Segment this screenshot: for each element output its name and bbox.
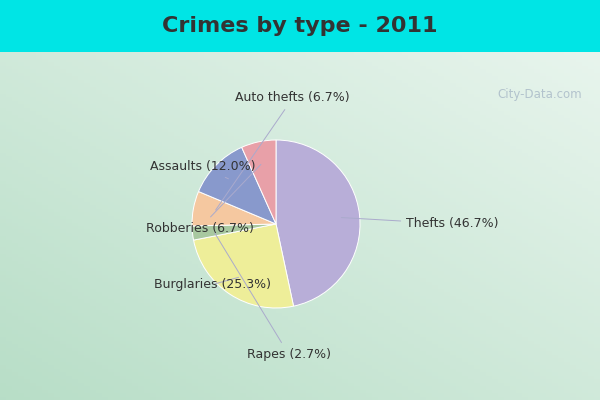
Text: City-Data.com: City-Data.com bbox=[497, 88, 582, 101]
Text: Thefts (46.7%): Thefts (46.7%) bbox=[341, 218, 499, 230]
Wedge shape bbox=[194, 224, 293, 308]
Text: Burglaries (25.3%): Burglaries (25.3%) bbox=[154, 277, 271, 291]
Text: Robberies (6.7%): Robberies (6.7%) bbox=[146, 164, 261, 235]
Text: Auto thefts (6.7%): Auto thefts (6.7%) bbox=[215, 92, 350, 210]
Wedge shape bbox=[192, 224, 276, 240]
Text: Assaults (12.0%): Assaults (12.0%) bbox=[150, 160, 256, 179]
Wedge shape bbox=[242, 140, 276, 224]
Wedge shape bbox=[199, 147, 276, 224]
Text: Rapes (2.7%): Rapes (2.7%) bbox=[215, 233, 331, 361]
Wedge shape bbox=[276, 140, 360, 306]
Text: Crimes by type - 2011: Crimes by type - 2011 bbox=[162, 16, 438, 36]
Wedge shape bbox=[192, 192, 276, 226]
